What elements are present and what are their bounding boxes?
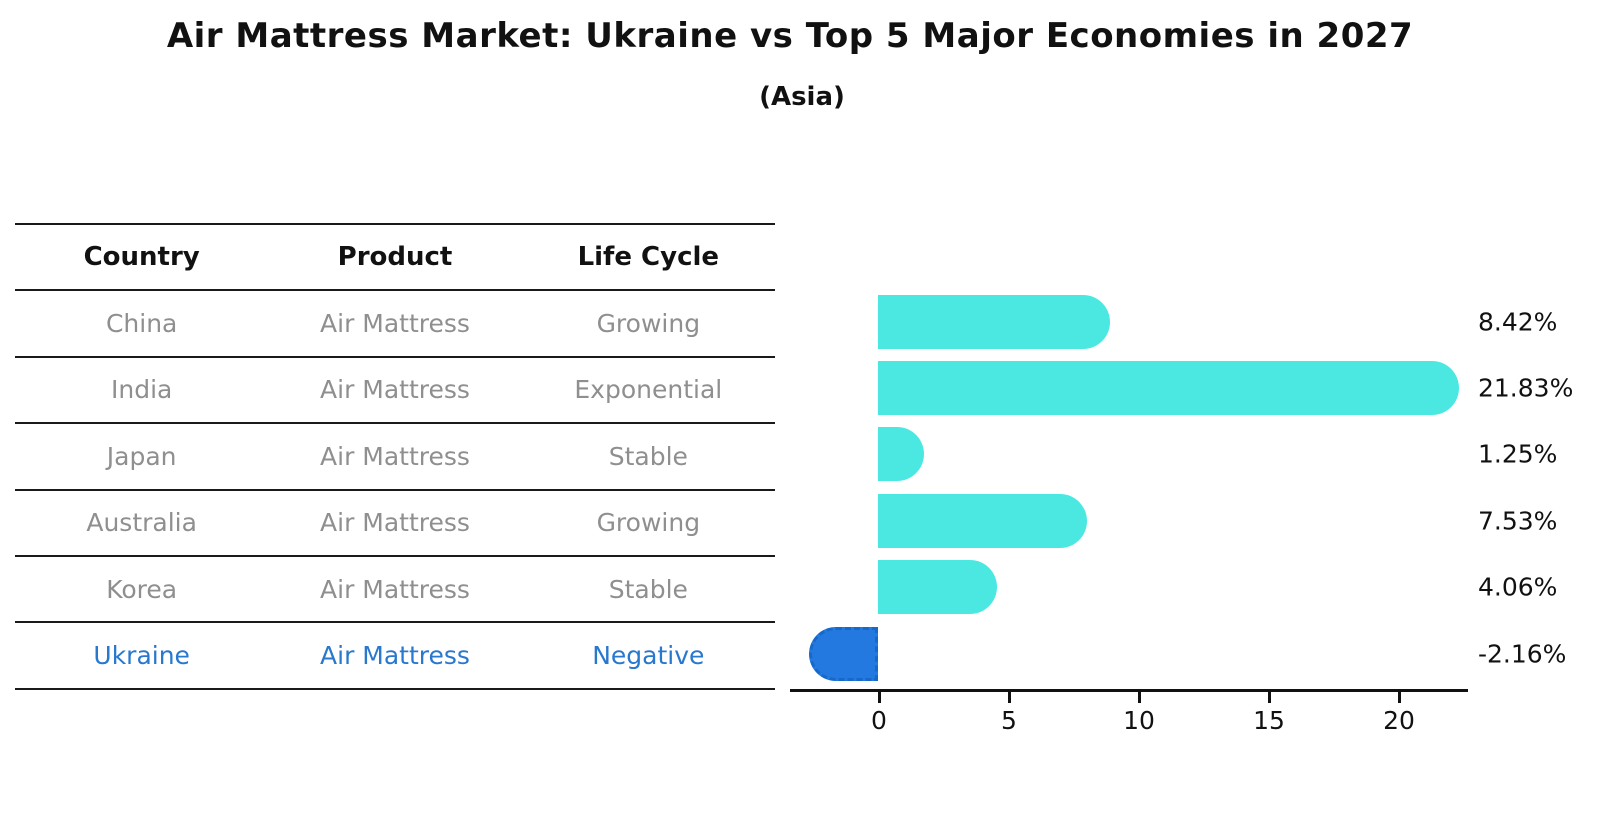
table-cell-life-cycle: Stable xyxy=(608,574,688,604)
table-cell-product: Air Mattress xyxy=(320,309,470,339)
bar-value-label: -2.16% xyxy=(1478,639,1567,669)
bar-value-label: 7.53% xyxy=(1478,506,1558,536)
table-cell-product: Air Mattress xyxy=(320,641,470,671)
x-axis-tick xyxy=(1268,692,1271,703)
table-header-cell: Life Cycle xyxy=(577,242,720,273)
table-cell-product: Air Mattress xyxy=(320,375,470,405)
bar-australia xyxy=(878,493,1087,548)
table-cell-product: Air Mattress xyxy=(320,508,470,538)
x-axis-line xyxy=(790,689,1468,692)
bar-china xyxy=(878,294,1110,349)
table-row: Japan Air Mattress Stable xyxy=(15,424,775,491)
table-header-row: Country Product Life Cycle xyxy=(15,225,775,292)
x-axis-tick xyxy=(878,692,881,703)
table-cell-country: Ukraine xyxy=(93,641,190,671)
table-cell-country: Japan xyxy=(106,441,177,471)
table-cell-life-cycle: Growing xyxy=(596,309,701,339)
bar-india xyxy=(878,361,1459,415)
table-row: India Air Mattress Exponential xyxy=(15,358,775,425)
bar-value-label: 21.83% xyxy=(1478,373,1574,403)
table-cell-country: Australia xyxy=(86,508,197,538)
x-axis-tick-label: 20 xyxy=(1383,706,1415,735)
bar-japan xyxy=(878,427,924,482)
table-cell-country: China xyxy=(105,309,178,339)
x-axis-tick-label: 5 xyxy=(1001,706,1017,735)
x-axis-tick-label: 10 xyxy=(1123,706,1155,735)
table-cell-product: Air Mattress xyxy=(320,574,470,604)
bar-value-label: 8.42% xyxy=(1478,307,1558,337)
chart-title: Air Mattress Market: Ukraine vs Top 5 Ma… xyxy=(166,16,1414,56)
x-axis-tick-label: 0 xyxy=(871,706,887,735)
table-cell-country: Korea xyxy=(106,574,178,604)
country-table: Country Product Life Cycle China Air Mattres… xyxy=(15,223,775,690)
chart-subtitle: (Asia) xyxy=(759,82,845,112)
bar-korea xyxy=(878,560,997,615)
bar-ukraine xyxy=(808,626,878,681)
table-cell-product: Air Mattress xyxy=(320,441,470,471)
table-cell-life-cycle: Stable xyxy=(608,441,688,471)
table-cell-country: India xyxy=(110,375,173,405)
table-row: China Air Mattress Growing xyxy=(15,291,775,358)
table-row: Korea Air Mattress Stable xyxy=(15,557,775,624)
table-cell-life-cycle: Negative xyxy=(592,641,705,671)
x-axis-tick xyxy=(1138,692,1141,703)
bar-value-label: 4.06% xyxy=(1478,572,1558,602)
x-axis-tick xyxy=(1398,692,1401,703)
x-axis-tick xyxy=(1008,692,1011,703)
table-header-cell: Product xyxy=(337,242,453,273)
table-cell-life-cycle: Growing xyxy=(596,508,701,538)
x-axis-tick-label: 15 xyxy=(1253,706,1285,735)
table-row: Ukraine Air Mattress Negative xyxy=(15,623,775,690)
table-cell-life-cycle: Exponential xyxy=(574,375,723,405)
bar-value-label: 1.25% xyxy=(1478,439,1558,469)
table-header-cell: Country xyxy=(83,242,200,273)
table-row: Australia Air Mattress Growing xyxy=(15,491,775,557)
